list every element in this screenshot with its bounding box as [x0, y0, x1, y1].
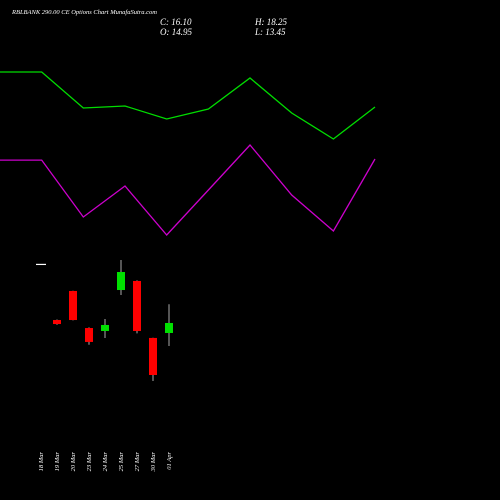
candle-body — [69, 290, 77, 321]
x-tick-label: 19 Mar — [54, 452, 61, 472]
x-tick-label: 18 Mar — [38, 452, 45, 472]
candle-body — [149, 337, 157, 375]
x-tick-label: 30 Mar — [150, 452, 157, 473]
ohlc-readout: H: 18.25 — [254, 17, 287, 27]
ohlc-readout: O: 14.95 — [160, 27, 192, 37]
candle-body — [36, 263, 46, 266]
ohlc-readout: C: 16.10 — [160, 17, 192, 27]
candle-body — [165, 322, 173, 333]
x-tick-label: 01 Apr — [166, 452, 173, 470]
indicator-line — [0, 144, 376, 236]
chart-title: RBLBANK 290.00 CE Options Chart MunafaSu… — [11, 9, 157, 16]
x-tick-label: 25 Mar — [118, 452, 125, 472]
x-tick-label: 23 Mar — [86, 452, 93, 472]
x-tick-label: 24 Mar — [102, 452, 109, 472]
candle-body — [117, 272, 125, 291]
candle-body — [53, 320, 61, 325]
x-tick-label: 20 Mar — [70, 452, 77, 472]
candle-body — [85, 328, 93, 342]
candle-body — [101, 324, 109, 331]
x-tick-label: 27 Mar — [134, 452, 141, 472]
ohlc-readout: L: 13.45 — [254, 27, 286, 37]
candle-body — [133, 280, 141, 331]
indicator-line — [0, 71, 376, 140]
